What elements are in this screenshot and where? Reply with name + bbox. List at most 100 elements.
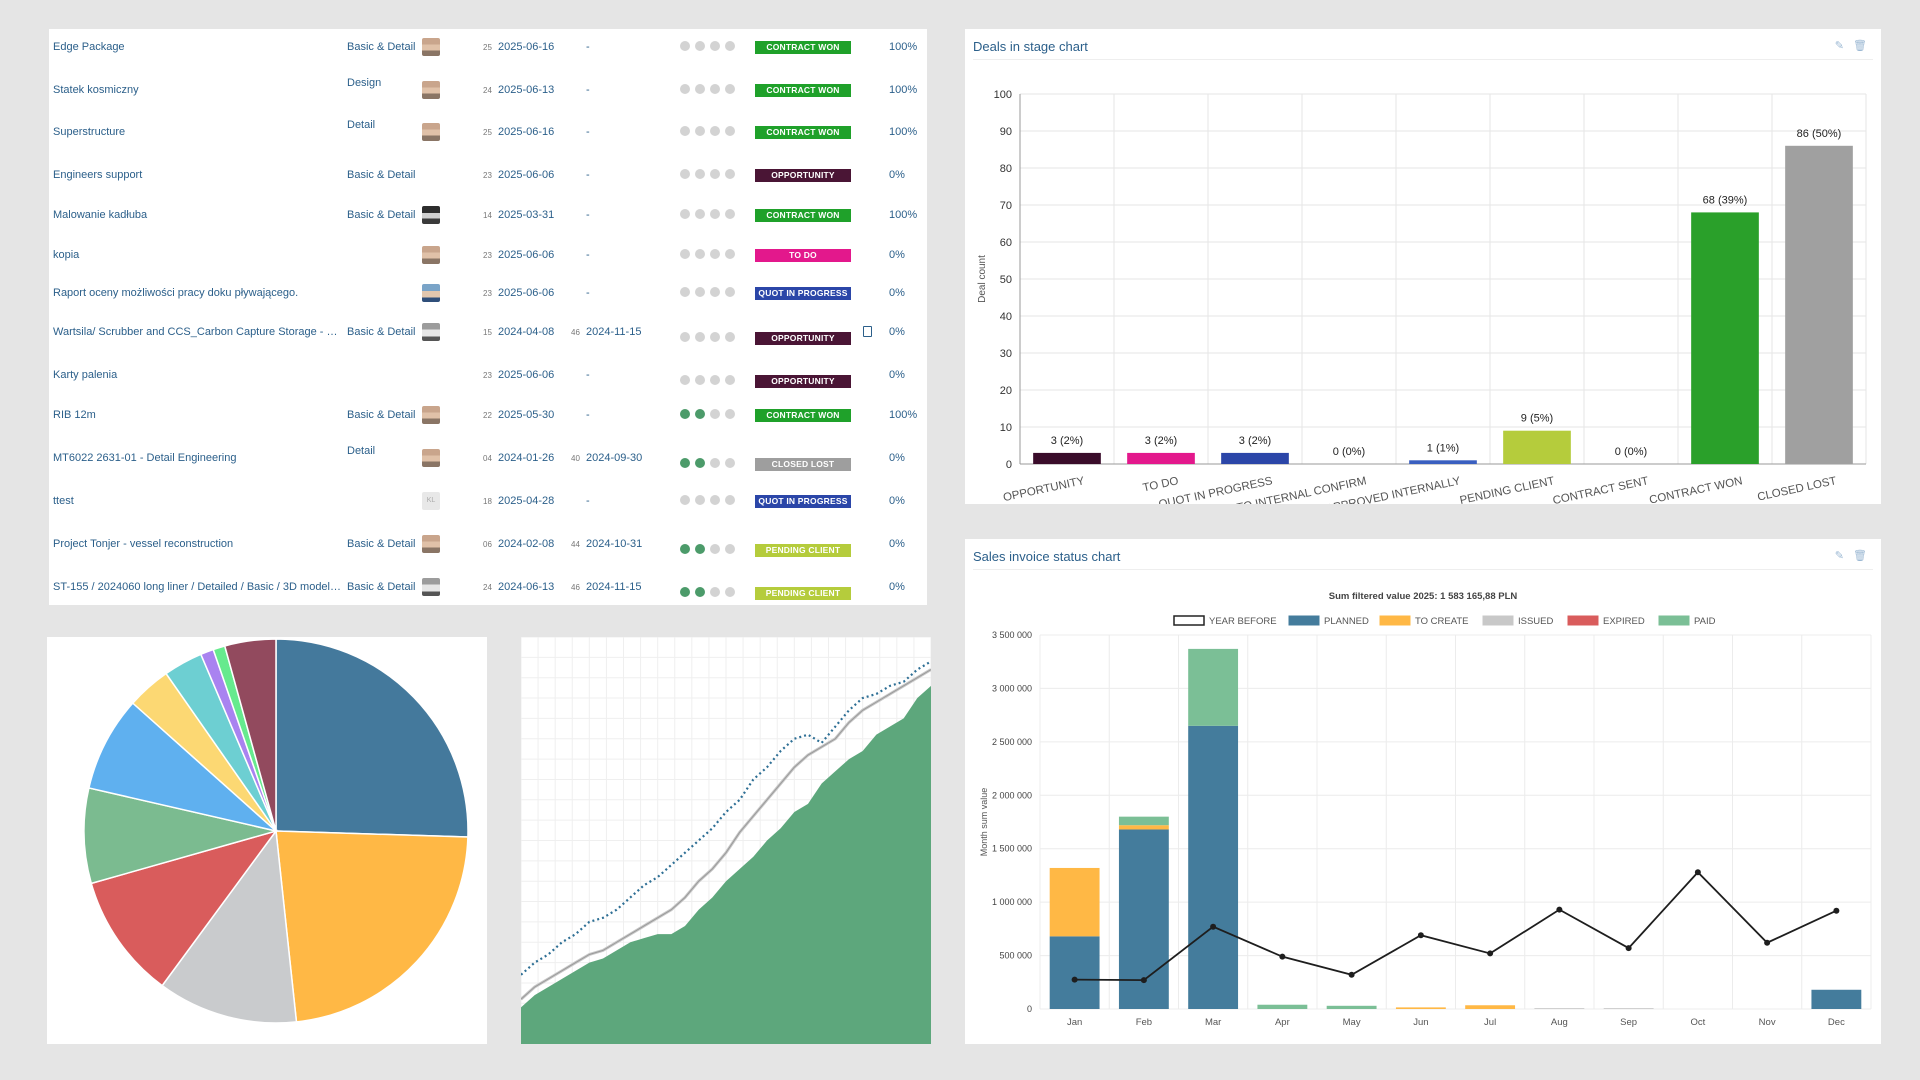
end-date: - — [586, 369, 590, 381]
table-row[interactable]: Statek kosmiczny Design 24 2025-06-13 - CONTR… — [49, 77, 927, 114]
y-tick-label: 0 — [1027, 1004, 1032, 1014]
deal-name-link[interactable]: Statek kosmiczny — [53, 84, 139, 96]
avatar — [422, 81, 440, 99]
week-number: 24 — [483, 86, 492, 95]
start-date: 2025-06-06 — [498, 287, 555, 299]
delete-icon[interactable]: 🗑 — [1853, 550, 1867, 562]
deals-in-stage-panel: Deals in stage chart ✎ 🗑 0 10 20 30 40 50 60 70… — [965, 29, 1881, 504]
deal-name-link[interactable]: ttest — [53, 495, 74, 507]
table-row[interactable]: ST-155 / 2024060 long liner / Detailed /… — [49, 578, 927, 605]
delete-icon[interactable]: 🗑 — [1853, 40, 1867, 52]
progress-dot — [680, 209, 690, 219]
deal-name-link[interactable]: Wartsila/ Scrubber and CCS_Carbon Captur… — [53, 326, 343, 338]
panel-tools: ✎ 🗑 — [1829, 39, 1867, 52]
deal-name-link[interactable]: MT6022 2631-01 - Detail Engineering — [53, 452, 237, 464]
probability-percent: 100% — [889, 126, 918, 138]
progress-dots — [680, 84, 735, 94]
end-date: - — [586, 41, 590, 53]
start-date: 2024-06-13 — [498, 581, 555, 593]
probability-percent: 100% — [889, 84, 918, 96]
status-badge: PENDING CLIENT — [755, 587, 851, 600]
probability-percent: 0% — [889, 169, 905, 181]
bar-segment — [1395, 1007, 1446, 1009]
table-row[interactable]: Superstructure Detail 25 2025-06-16 - CONTRAC… — [49, 119, 927, 156]
status-badge: CLOSED LOST — [755, 458, 851, 471]
y-tick-label: 40 — [1000, 311, 1012, 323]
deals-table-panel: Edge Package Basic & Detail 25 2025-06-16 - C… — [49, 29, 927, 605]
progress-dot — [710, 409, 720, 419]
area-fill — [521, 685, 931, 1044]
table-row[interactable]: Edge Package Basic & Detail 25 2025-06-16 - C… — [49, 38, 927, 71]
legend-swatch — [1658, 615, 1690, 626]
table-row[interactable]: kopia 23 2025-06-06 - TO DO 0% — [49, 246, 927, 279]
deal-name-link[interactable]: Project Tonjer - vessel reconstruction — [53, 538, 234, 550]
y-tick-label: 70 — [1000, 200, 1012, 212]
y-tick-label: 10 — [1000, 422, 1012, 434]
legend-swatch — [1173, 615, 1205, 626]
status-badge: CONTRACT WON — [755, 209, 851, 222]
year-before-point — [1833, 907, 1840, 914]
progress-dot — [725, 375, 735, 385]
table-row[interactable]: Raport oceny możliwości pracy doku pływa… — [49, 284, 927, 317]
edit-icon[interactable]: ✎ — [1834, 550, 1844, 562]
deal-name-link[interactable]: kopia — [53, 249, 80, 261]
start-date: 2025-06-06 — [498, 249, 555, 261]
edit-icon[interactable]: ✎ — [1834, 40, 1844, 52]
avatar — [422, 535, 440, 553]
progress-dot — [710, 84, 720, 94]
probability-percent: 0% — [889, 452, 905, 464]
deal-name-link[interactable]: Superstructure — [53, 126, 126, 138]
deal-name-link[interactable]: Raport oceny możliwości pracy doku pływa… — [53, 287, 299, 299]
deal-name-link[interactable]: RIB 12m — [53, 409, 96, 421]
y-tick-label: 1 500 000 — [992, 844, 1032, 854]
status-badge: CONTRACT WON — [755, 126, 851, 139]
table-row[interactable]: Karty palenia 23 2025-06-06 - OPPORTUNITY 0% — [49, 369, 927, 399]
progress-dot — [695, 126, 705, 136]
status-badge: OPPORTUNITY — [755, 332, 851, 345]
file-icon[interactable] — [863, 326, 872, 337]
week-number: 24 — [483, 583, 492, 592]
table-row[interactable]: Wartsila/ Scrubber and CCS_Carbon Captur… — [49, 323, 927, 356]
end-date: - — [586, 495, 590, 507]
progress-dot — [695, 41, 705, 51]
progress-dots — [680, 458, 735, 468]
x-tick-label: Apr — [1275, 1017, 1290, 1028]
deal-name-link[interactable]: Malowanie kadłuba — [53, 209, 148, 221]
table-row[interactable]: RIB 12m Basic & Detail 22 2025-05-30 - CONTRA… — [49, 406, 927, 439]
deal-name-link[interactable]: Edge Package — [53, 41, 125, 53]
end-date: 2024-11-15 — [586, 326, 642, 338]
data-label: 3 (2%) — [1239, 435, 1271, 447]
progress-dot — [725, 126, 735, 136]
table-row[interactable]: Project Tonjer - vessel reconstruction Ba… — [49, 535, 927, 568]
progress-dot — [725, 458, 735, 468]
week-number: 14 — [483, 211, 492, 220]
table-row[interactable]: ttest KL 18 2025-04-28 - QUOT IN PROGRESS 0% — [49, 492, 927, 525]
legend-label: YEAR BEFORE — [1209, 616, 1277, 627]
pie-chart — [83, 638, 469, 1024]
table-row[interactable]: MT6022 2631-01 - Detail Engineering Detai… — [49, 445, 927, 482]
table-row[interactable]: Malowanie kadłuba Basic & Detail 14 2025-03… — [49, 206, 927, 239]
progress-dot — [680, 287, 690, 297]
divider — [973, 569, 1873, 570]
table-row[interactable]: Engineers support Basic & Detail 23 2025-06… — [49, 169, 927, 199]
legend-swatch — [1288, 615, 1320, 626]
bar — [1409, 460, 1477, 464]
deal-name-link[interactable]: Engineers support — [53, 169, 143, 181]
end-week-number: 40 — [571, 454, 580, 463]
data-label: 0 (0%) — [1615, 446, 1647, 458]
y-tick-label: 30 — [1000, 348, 1012, 360]
avatar — [422, 406, 440, 424]
deal-name-link[interactable]: Karty palenia — [53, 369, 118, 381]
start-date: 2025-05-30 — [498, 409, 555, 421]
start-date: 2025-06-16 — [498, 41, 555, 53]
deal-name-link[interactable]: ST-155 / 2024060 long liner / Detailed /… — [53, 581, 343, 593]
year-before-point — [1417, 932, 1424, 939]
x-tick-label: Aug — [1551, 1017, 1568, 1028]
progress-dot — [725, 249, 735, 259]
progress-dot — [680, 169, 690, 179]
legend-swatch — [1482, 615, 1514, 626]
progress-dot — [710, 41, 720, 51]
start-date: 2025-06-13 — [498, 84, 555, 96]
progress-dots — [680, 169, 735, 179]
deal-scope: Basic & Detail — [347, 581, 416, 593]
